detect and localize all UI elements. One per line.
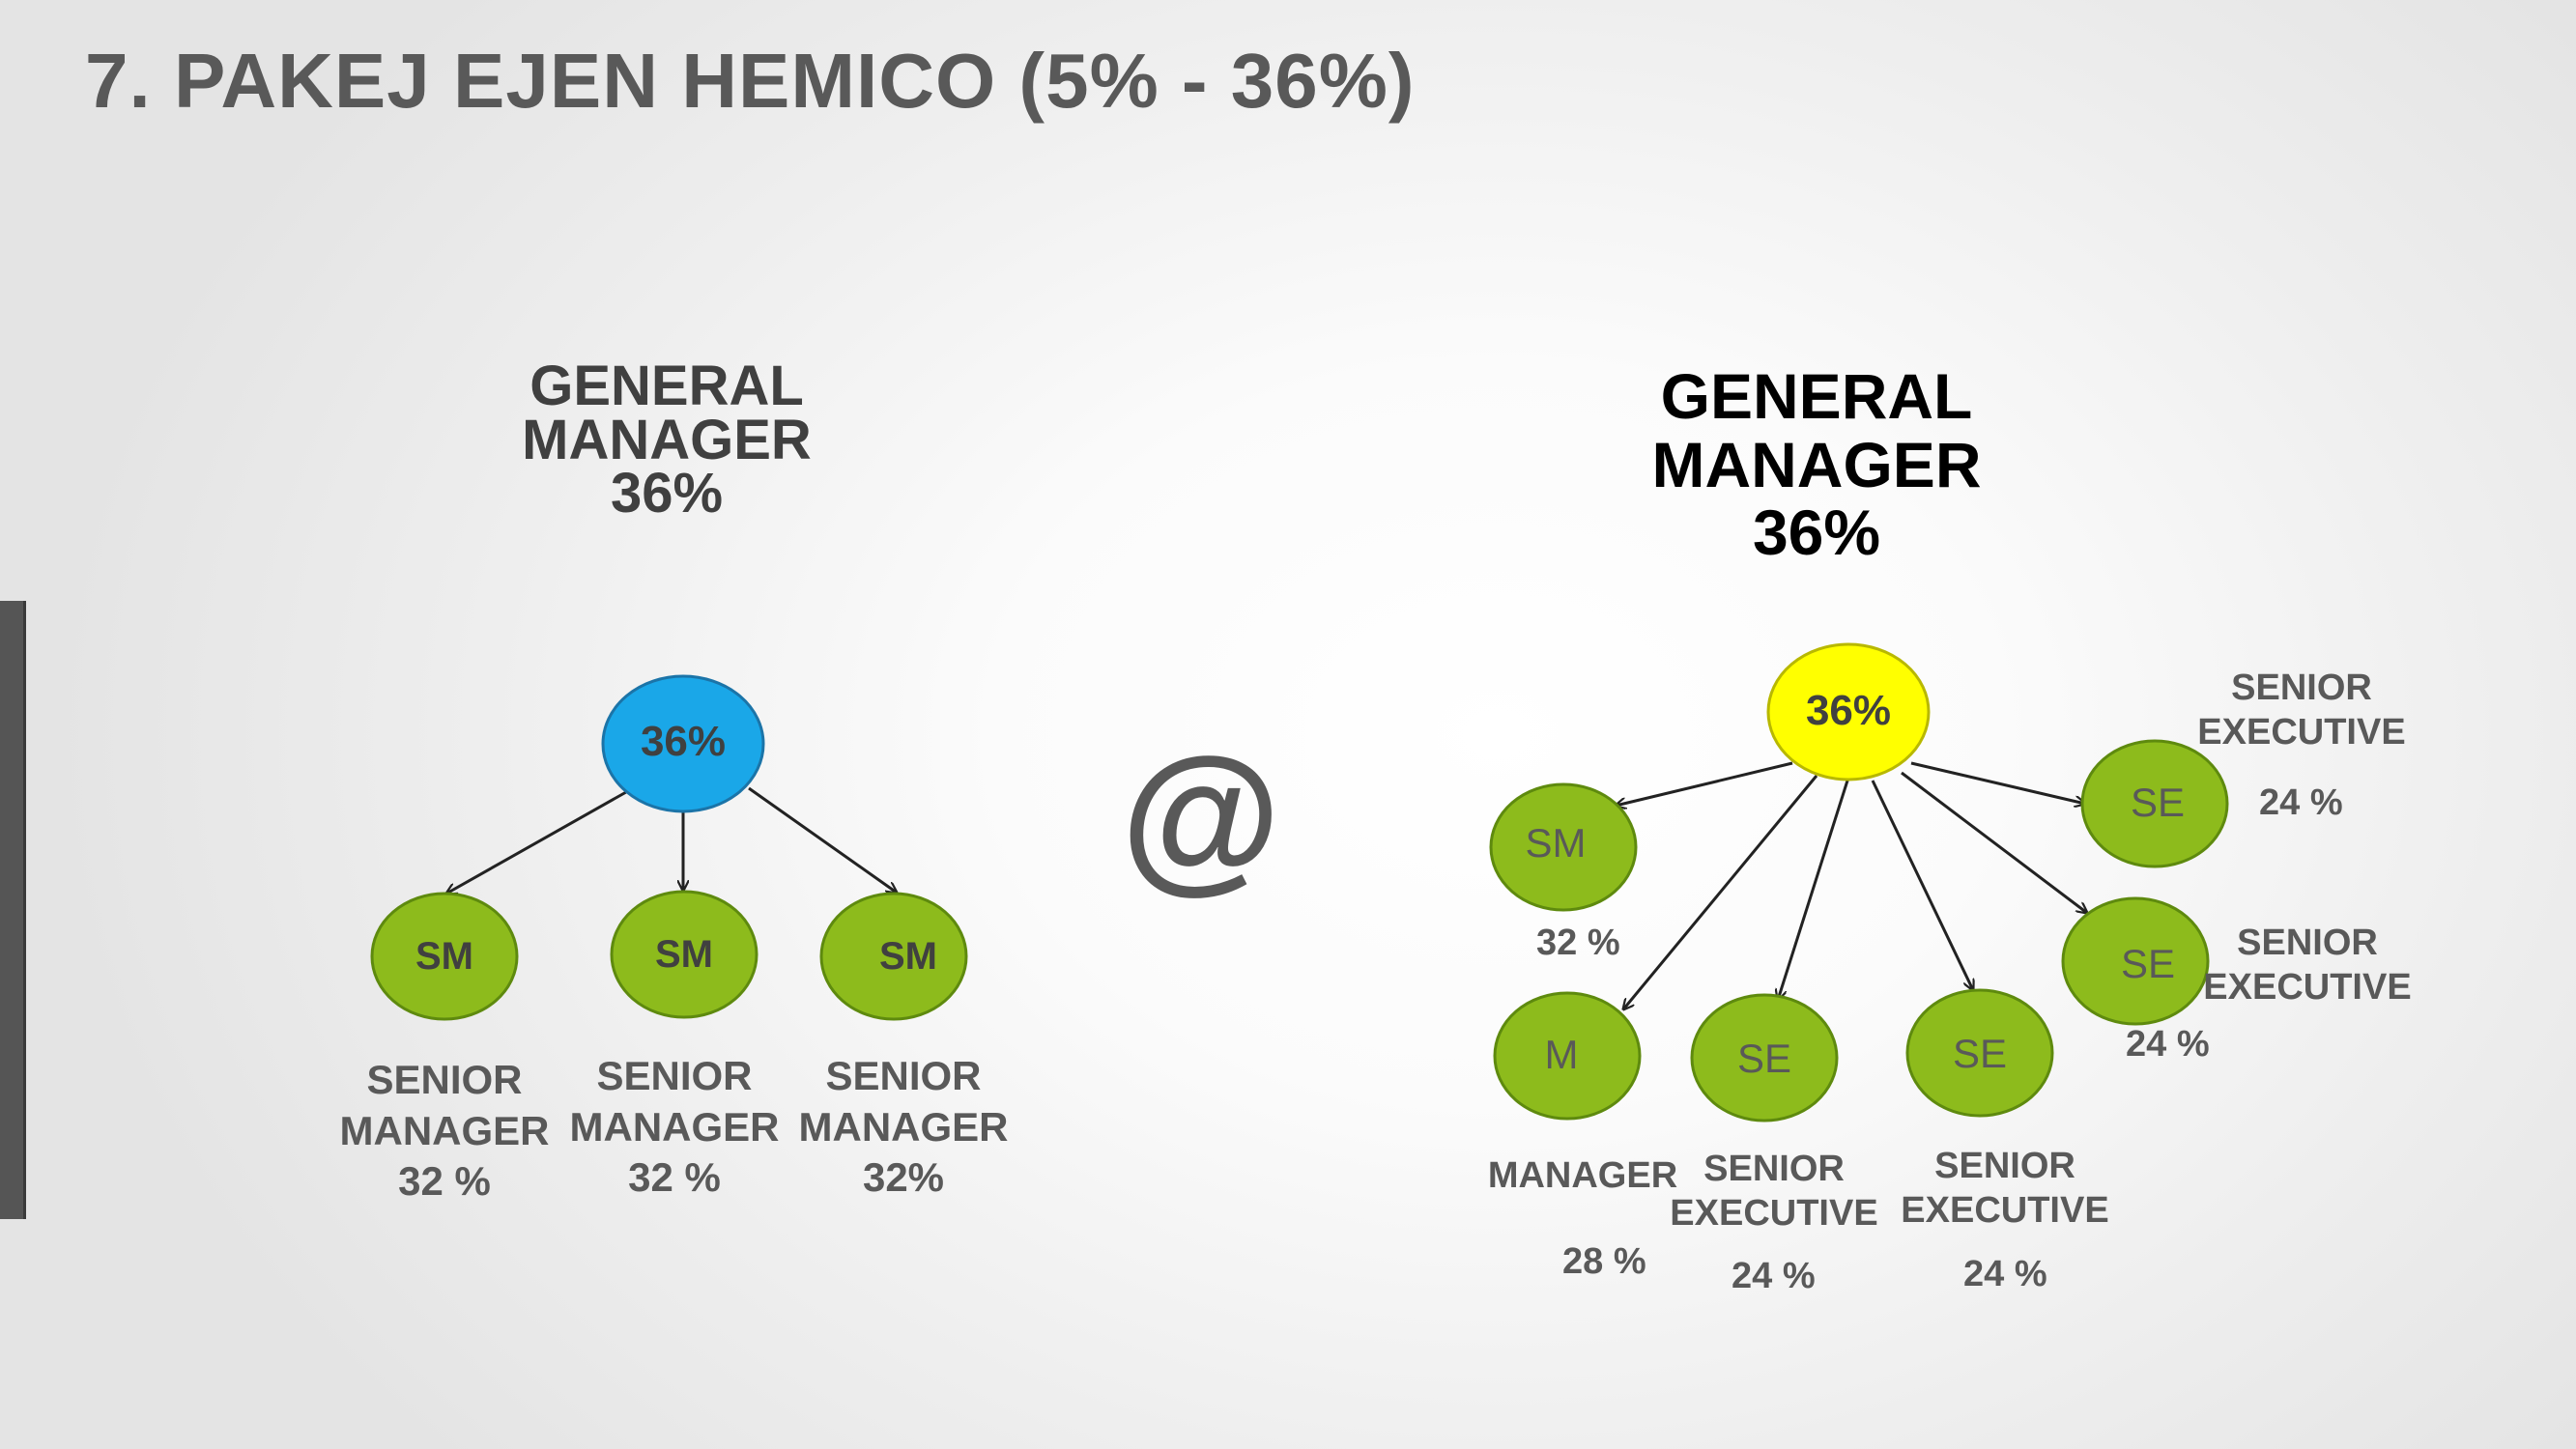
left-child-label-3-line2: MANAGER: [798, 1103, 1009, 1150]
right-se-3-label-line2: EXECUTIVE: [2203, 966, 2412, 1008]
right-connector-sm: [1616, 761, 1793, 806]
right-heading-line2: MANAGER: [1651, 428, 1982, 500]
right-node-se-4-text: SE: [2131, 780, 2185, 825]
right-node-se-1: [1690, 993, 1839, 1122]
left-child-label-1-line1: SENIOR: [366, 1057, 523, 1102]
left-child-node-2: [610, 890, 758, 1019]
left-heading-line1: GENERAL: [530, 355, 804, 417]
left-general-manager-heading: GENERAL MANAGER 36%: [454, 355, 879, 526]
left-child-label-1-line2: MANAGER: [339, 1107, 550, 1153]
left-child-node-3: [819, 892, 968, 1021]
left-child-node-1-text: SM: [415, 935, 473, 978]
right-se-2-pct: 24 %: [1963, 1254, 2047, 1294]
right-connector-se-1: [1778, 780, 1849, 1000]
right-se-2-label: SENIOR EXECUTIVE: [1879, 1145, 2131, 1233]
left-child-label-2-pct: 32 %: [628, 1154, 721, 1200]
left-child-label-3-pct: 32%: [862, 1154, 945, 1200]
left-child-label-2-line2: MANAGER: [569, 1103, 780, 1150]
right-connector-se-2: [1871, 780, 1973, 990]
right-node-se-3-text: SE: [2121, 941, 2175, 986]
right-connector-se-3: [1901, 771, 2087, 913]
right-root-node: [1766, 642, 1931, 781]
right-node-sm: [1489, 782, 1638, 912]
right-general-manager-heading: GENERAL MANAGER 36%: [1565, 362, 2068, 567]
right-connector-m: [1623, 775, 1818, 1009]
left-connector-1: [446, 790, 627, 894]
left-child-label-2-line1: SENIOR: [596, 1053, 753, 1098]
right-se-4-label-line2: EXECUTIVE: [2197, 711, 2406, 753]
right-node-se-2: [1905, 988, 2054, 1118]
right-node-sm-text: SM: [1526, 820, 1587, 866]
left-child-label-3-line1: SENIOR: [825, 1053, 982, 1098]
left-child-label-3: SENIOR MANAGER 32%: [768, 1051, 1039, 1204]
left-root-node: [601, 674, 765, 813]
right-root-node-text: 36%: [1806, 687, 1891, 734]
right-se-1-pct: 24 %: [1732, 1256, 1816, 1296]
right-m-label-line1: MANAGER: [1487, 1155, 1678, 1196]
right-node-se-1-text: SE: [1737, 1036, 1791, 1081]
right-se-3-label: SENIOR EXECUTIVE: [2182, 922, 2433, 1009]
side-accent-bar: [0, 601, 26, 1219]
right-node-m-text: M: [1545, 1032, 1579, 1077]
left-child-node-3-text: SM: [879, 935, 937, 978]
left-child-label-1: SENIOR MANAGER 32 %: [309, 1055, 580, 1208]
right-heading-line1: GENERAL: [1660, 360, 1973, 432]
right-connector-se-4: [1910, 761, 2085, 804]
left-child-node-2-text: SM: [655, 933, 713, 976]
right-sm-pct: 32 %: [1536, 923, 1620, 963]
left-child-label-1-pct: 32 %: [398, 1158, 491, 1204]
left-child-label-2: SENIOR MANAGER 32 %: [539, 1051, 810, 1204]
right-se-2-label-line1: SENIOR: [1934, 1146, 2075, 1186]
left-heading-line2: MANAGER: [522, 408, 812, 471]
right-node-se-2-text: SE: [1953, 1031, 2007, 1076]
left-connector-3: [748, 786, 897, 893]
at-symbol: @: [1121, 724, 1281, 908]
right-se-4-label-line1: SENIOR: [2231, 668, 2372, 708]
right-heading-line3: 36%: [1752, 497, 1881, 569]
right-se-3-pct: 24 %: [2126, 1024, 2210, 1065]
right-node-se-4: [2080, 739, 2229, 868]
right-node-se-3: [2061, 896, 2210, 1026]
right-se-1-label: SENIOR EXECUTIVE: [1648, 1148, 1900, 1236]
right-se-4-pct: 24 %: [2259, 782, 2343, 823]
right-se-1-label-line1: SENIOR: [1703, 1149, 1845, 1189]
slide-title: 7. PAKEJ EJEN HEMICO (5% - 36%): [85, 38, 1416, 124]
right-m-label: MANAGER: [1457, 1154, 1708, 1199]
left-child-node-1: [370, 892, 519, 1021]
right-se-1-label-line2: EXECUTIVE: [1670, 1192, 1878, 1234]
right-se-4-label: SENIOR EXECUTIVE: [2176, 667, 2427, 754]
right-m-pct: 28 %: [1562, 1241, 1646, 1282]
right-se-2-label-line2: EXECUTIVE: [1901, 1189, 2109, 1231]
right-se-3-label-line1: SENIOR: [2237, 923, 2378, 963]
right-node-m: [1493, 991, 1642, 1121]
left-root-node-text: 36%: [641, 718, 726, 765]
left-heading-line3: 36%: [610, 462, 724, 526]
